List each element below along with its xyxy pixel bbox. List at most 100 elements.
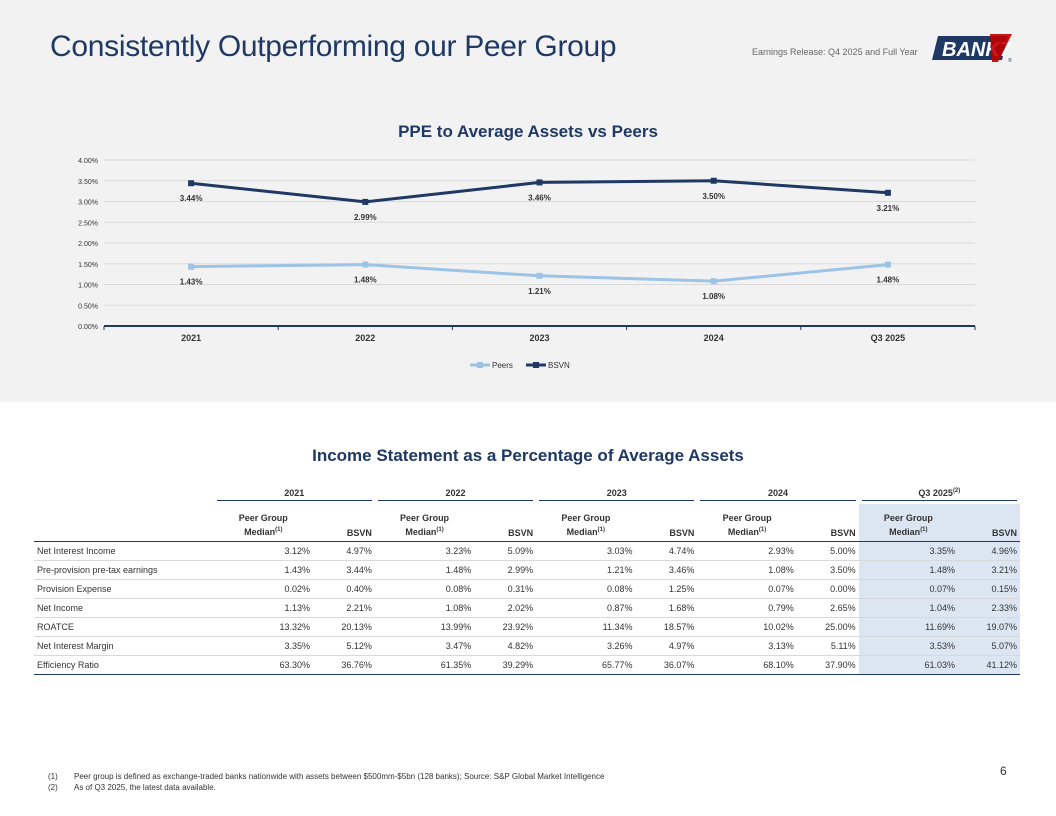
peers-legend-label: Peers [492, 361, 513, 370]
table-row: Net Interest Income 3.12% 4.97% 3.23% 5.09% 3… [34, 541, 1020, 561]
page-number: 6 [1000, 764, 1007, 778]
bsvn-point [884, 189, 891, 196]
peers-data-label: 1.48% [877, 276, 900, 285]
table-cell: 3.12% [213, 541, 313, 561]
y-tick-label: 0.50% [78, 303, 98, 310]
col-header-peer-median: Peer Group Median(1) [400, 513, 450, 537]
bsvn-data-label: 3.44% [180, 194, 203, 203]
table-cell: 4.97% [312, 541, 375, 561]
year-header-q3-2025: Q3 2025(2) [859, 484, 1020, 504]
table-cell: 10.02% [697, 617, 797, 637]
table-cell: 3.50% [796, 560, 859, 580]
table-cell: 0.31% [474, 579, 537, 599]
table-cell: 3.21% [958, 560, 1020, 580]
row-label: Pre-provision pre-tax earnings [34, 560, 214, 580]
table-cell: 11.69% [858, 617, 959, 637]
col-header-bsvn: BSVN [958, 504, 1020, 542]
table-cell: 5.11% [796, 636, 859, 656]
table-cell: 61.35% [374, 655, 475, 675]
table-row: Pre-provision pre-tax earnings 1.43% 3.44%… [34, 560, 1020, 580]
table-cell: 4.96% [958, 541, 1020, 561]
table-cell: 1.48% [858, 560, 959, 580]
col-header-peer-median: Peer Group Median(1) [722, 513, 772, 537]
table-cell: 0.07% [858, 579, 959, 599]
peers-point [884, 261, 891, 268]
year-header-2021: 2021 [214, 484, 375, 504]
table-row: Net Interest Margin 3.35% 5.12% 3.47% 4.82% 3… [34, 636, 1020, 656]
table-cell: 2.02% [474, 598, 537, 618]
table-cell: 3.03% [536, 541, 636, 561]
bsvn-point [536, 179, 543, 186]
peers-point [362, 261, 369, 268]
table-cell: 23.92% [474, 617, 537, 637]
table-cell: 68.10% [697, 655, 797, 675]
table-cell: 11.34% [536, 617, 636, 637]
peers-point [188, 263, 195, 270]
table-cell: 0.87% [536, 598, 636, 618]
table-cell: 3.26% [536, 636, 636, 656]
footnotes: (1) Peer group is defined as exchange-tra… [48, 771, 604, 793]
row-label: Net Interest Income [34, 541, 214, 561]
page-title: Consistently Outperforming our Peer Grou… [50, 30, 617, 63]
table-cell: 65.77% [536, 655, 636, 675]
table-cell: 5.07% [958, 636, 1020, 656]
table-cell: 1.68% [635, 598, 698, 618]
table-cell: 3.46% [635, 560, 698, 580]
table-column-header-row: Peer Group Median(1) BSVN Peer Group Median(… [34, 504, 1020, 542]
peers-data-label: 1.08% [702, 292, 725, 301]
table-cell: 0.79% [697, 598, 797, 618]
table-cell: 0.08% [536, 579, 636, 599]
bsvn-legend-label: BSVN [548, 361, 570, 370]
table-cell: 13.32% [213, 617, 313, 637]
table-cell: 39.29% [474, 655, 537, 675]
table-cell: 63.30% [213, 655, 313, 675]
row-label: Net Interest Margin [34, 636, 214, 656]
col-header-bsvn: BSVN [346, 528, 372, 538]
y-tick-label: 4.00% [78, 158, 98, 165]
svg-text:®: ® [1008, 57, 1012, 64]
table-cell: 1.04% [858, 598, 959, 618]
table-cell: 0.02% [213, 579, 313, 599]
table-row: Provision Expense 0.02% 0.40% 0.08% 0.31% 0.0… [34, 579, 1020, 599]
footnote-1: (1) Peer group is defined as exchange-tra… [48, 772, 605, 781]
col-header-bsvn: BSVN [830, 528, 856, 538]
y-tick-label: 3.50% [78, 179, 98, 186]
table-year-row: 2021 2022 2023 2024 Q3 2025(2) [34, 484, 1020, 504]
col-header-peer-median: Peer Group Median(1) [238, 513, 288, 537]
chart-legend: Peers BSVN [470, 361, 570, 370]
table-cell: 5.09% [474, 541, 537, 561]
chart-series: 1.43% 1.48% 1.21% 1.08% 1.48% 3.44% 2.99% 3.46%… [180, 177, 900, 301]
row-label: Net Income [34, 598, 214, 618]
bsvn-point [362, 198, 369, 205]
table-cell: 1.48% [374, 560, 475, 580]
table-cell: 0.15% [958, 579, 1020, 599]
table-row: ROATCE 13.32% 20.13% 13.99% 23.92% 11.34% 18.5… [34, 617, 1020, 637]
table-cell: 1.08% [697, 560, 797, 580]
x-axis-ticks: 2021 2022 2023 2024 Q3 2025 [103, 326, 976, 343]
bsvn-point [188, 180, 195, 187]
row-label: Efficiency Ratio [34, 655, 214, 675]
table-cell: 2.93% [697, 541, 797, 561]
year-header-2024: 2024 [697, 484, 858, 504]
table-cell: 1.08% [374, 598, 475, 618]
col-header-peer-median: Peer Group Median(1) [858, 504, 959, 542]
bsvn-legend-marker [533, 362, 539, 368]
table-cell: 41.12% [958, 655, 1020, 675]
table-cell: 0.40% [312, 579, 375, 599]
col-header-bsvn: BSVN [669, 528, 695, 538]
chart-title: PPE to Average Assets vs Peers [398, 122, 658, 141]
year-header-2023: 2023 [536, 484, 697, 504]
peers-legend-marker [477, 362, 483, 368]
peers-point [536, 272, 543, 279]
table-cell: 1.25% [635, 579, 698, 599]
x-tick-label: 2022 [355, 333, 375, 343]
table-cell: 2.65% [796, 598, 859, 618]
x-tick-label: 2023 [529, 333, 549, 343]
table-cell: 37.90% [796, 655, 859, 675]
peers-data-label: 1.43% [180, 278, 203, 287]
bsvn-point [710, 177, 717, 184]
table-cell: 3.23% [374, 541, 475, 561]
table-cell: 3.53% [858, 636, 959, 656]
y-tick-label: 1.00% [78, 283, 98, 290]
year-header-2022: 2022 [375, 484, 536, 504]
